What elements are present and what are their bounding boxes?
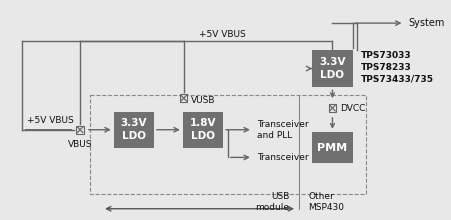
Bar [183, 112, 223, 148]
Text: Transceiver: Transceiver [257, 153, 308, 162]
Text: 3.3V
LDO: 3.3V LDO [319, 57, 346, 80]
Bar [114, 112, 154, 148]
Bar [90, 95, 366, 194]
Text: VBUS: VBUS [68, 140, 92, 149]
Text: 3.3V
LDO: 3.3V LDO [120, 118, 147, 141]
Text: TPS73033: TPS73033 [361, 51, 412, 60]
Text: TPS78233: TPS78233 [361, 63, 412, 72]
Text: PMM: PMM [318, 143, 348, 152]
Text: +5V VBUS: +5V VBUS [28, 116, 74, 125]
Bar [312, 50, 353, 87]
Bar [312, 132, 353, 163]
Text: 1.8V
LDO: 1.8V LDO [190, 118, 216, 141]
Bar [180, 94, 188, 102]
Text: VUSB: VUSB [191, 96, 216, 105]
Text: USB
module: USB module [255, 192, 289, 212]
Text: +5V VBUS: +5V VBUS [199, 30, 245, 39]
Text: DVCC: DVCC [340, 104, 365, 112]
Text: Other
MSP430: Other MSP430 [308, 192, 345, 212]
Text: TPS73433/735: TPS73433/735 [361, 75, 434, 84]
Text: System: System [408, 18, 445, 28]
Bar [329, 104, 336, 112]
Text: Transceiver
and PLL: Transceiver and PLL [257, 120, 308, 140]
Bar [76, 126, 84, 134]
